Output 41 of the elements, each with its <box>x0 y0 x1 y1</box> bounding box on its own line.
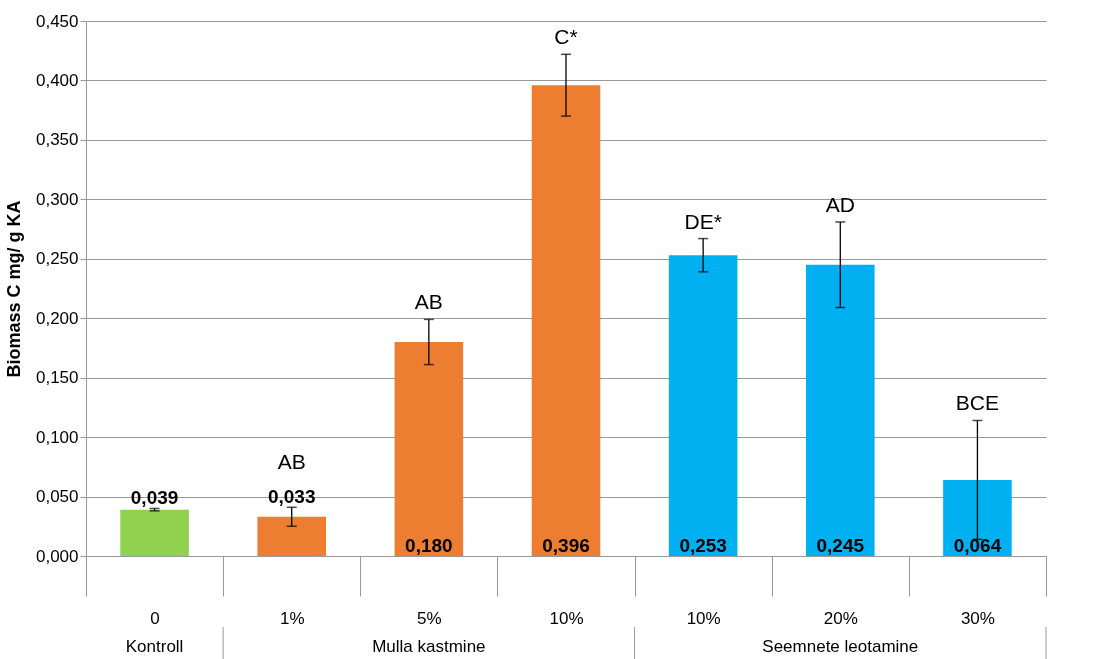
data-label: 0,033 <box>267 486 316 508</box>
x-tick-label: 5% <box>417 608 442 628</box>
bar <box>257 516 326 556</box>
annotation: AD <box>825 192 855 216</box>
text: Kontroll <box>125 637 184 656</box>
annotation: C* <box>554 25 578 49</box>
bar <box>394 342 464 556</box>
annotation: BCE <box>955 391 1000 415</box>
text: Seemnete leotamine <box>762 637 919 656</box>
y-tick-label: 0,350 <box>35 130 79 150</box>
bar <box>806 264 875 556</box>
y-axis-title: Biomass C mg/ g KA <box>3 200 24 378</box>
data-label: 0,064 <box>953 535 1002 556</box>
y-tick-label: 0,000 <box>35 546 79 566</box>
y-tick-label: 0,300 <box>35 189 79 209</box>
bar <box>531 85 601 556</box>
y-tick-label: 0,450 <box>35 11 79 31</box>
data-label: 0,245 <box>816 535 865 556</box>
data-label: 0,039 <box>130 487 179 509</box>
x-tick-label: 1% <box>279 608 305 628</box>
y-tick-label: 0,400 <box>35 70 79 90</box>
data-label: 0,396 <box>542 535 590 556</box>
annotation: DE* <box>684 209 722 233</box>
bar <box>120 509 189 556</box>
y-tick-label: 0,250 <box>35 249 79 269</box>
data-label: 0,180 <box>405 535 453 556</box>
x-tick-label: 20% <box>823 608 858 628</box>
x-tick-label: 10% <box>549 608 584 628</box>
y-tick-label: 0,150 <box>35 368 79 388</box>
x-tick-label: 0 <box>150 608 160 628</box>
bar <box>668 255 738 556</box>
y-tick-label: 0,050 <box>35 487 79 507</box>
annotation: AB <box>277 450 306 474</box>
y-tick-label: 0,100 <box>35 427 79 447</box>
text: Mulla kastmine <box>372 637 486 656</box>
x-tick-label: 30% <box>960 608 995 628</box>
annotation: AB <box>414 290 443 314</box>
data-label: 0,253 <box>679 535 727 556</box>
bar <box>943 479 1012 556</box>
x-tick-label: 10% <box>686 608 721 628</box>
y-tick-label: 0,200 <box>35 308 79 328</box>
